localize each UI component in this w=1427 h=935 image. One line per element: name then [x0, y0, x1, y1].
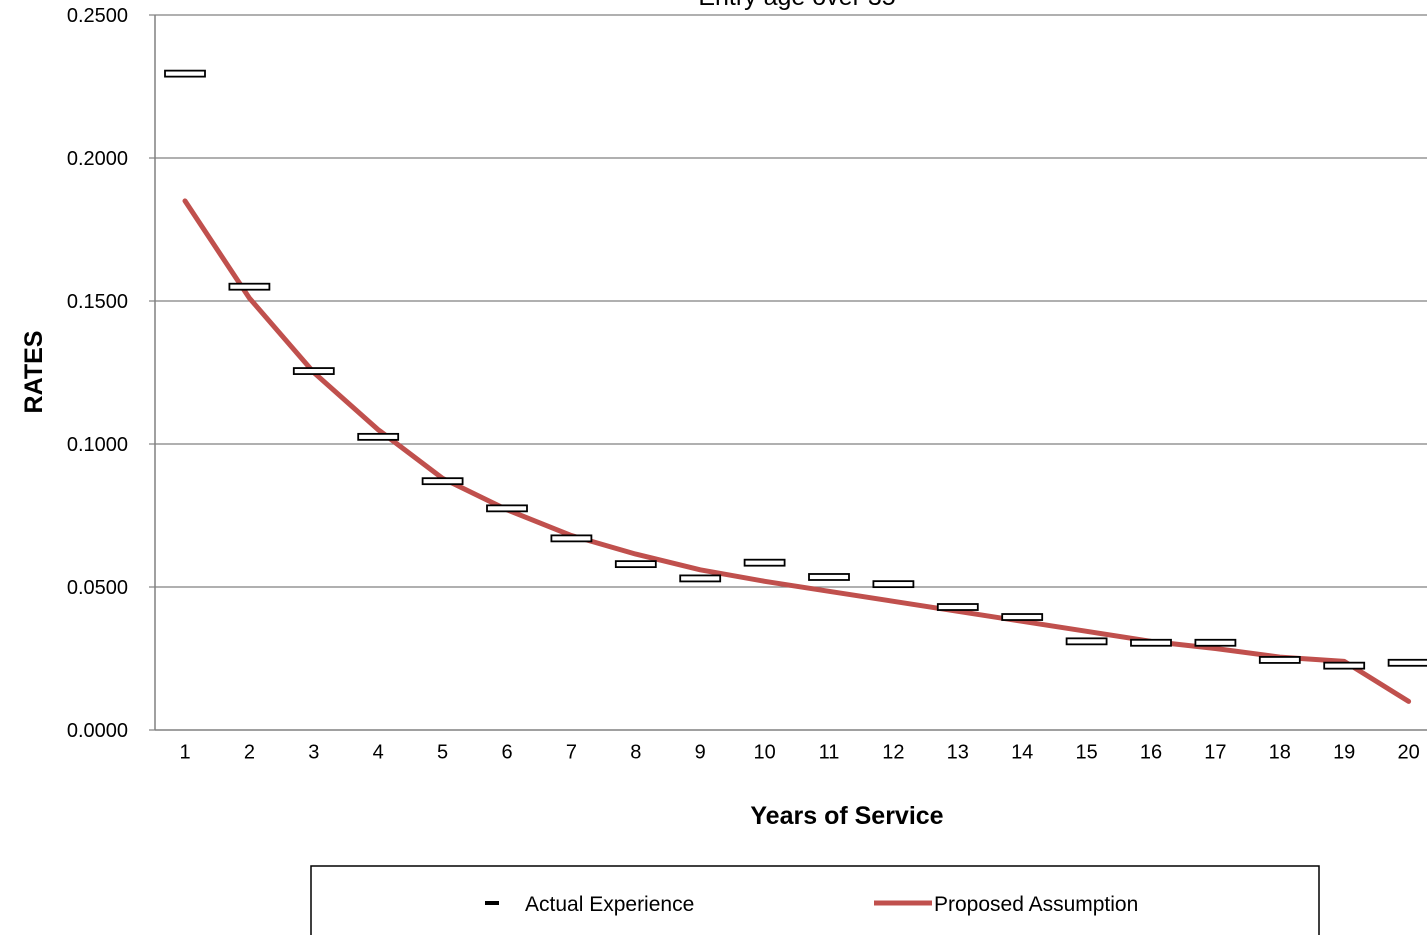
- data-point-actual-experience: [228, 282, 271, 291]
- x-tick-labels: 1 2 3 4 5 6 7 8 9 10 11 12 13 14 15 16 17 18 19 20: [179, 742, 1419, 764]
- y-tick-label: 0.2500: [67, 5, 128, 27]
- data-point-actual-experience: [743, 558, 786, 567]
- data-point-actual-experience: [1130, 638, 1172, 647]
- y-tick-label: 0.1000: [67, 434, 128, 456]
- data-point-actual-experience: [808, 573, 850, 581]
- series-line-proposed-assumption: [182, 198, 1412, 704]
- x-tick-label: 14: [1011, 742, 1033, 764]
- data-point-actual-experience: [872, 580, 915, 589]
- x-tick-label: 13: [947, 742, 969, 764]
- data-point-actual-experience: [550, 534, 593, 543]
- data-point-actual-experience: [1065, 637, 1108, 646]
- x-tick-label: 9: [695, 742, 706, 764]
- legend: Actual Experience Proposed Assumption: [310, 865, 1320, 935]
- x-tick-label: 19: [1333, 742, 1355, 764]
- y-tick-label: 0.0000: [67, 720, 128, 742]
- x-tick-label: 17: [1204, 742, 1226, 764]
- x-tick-label: 7: [566, 742, 577, 764]
- x-tick-label: 12: [882, 742, 904, 764]
- data-point-actual-experience: [164, 69, 206, 78]
- x-tick-label: 15: [1075, 742, 1097, 764]
- data-point-actual-experience: [614, 560, 657, 569]
- data-point-actual-experience: [936, 603, 979, 611]
- legend-swatch-actual-experience: [485, 901, 499, 905]
- data-point-actual-experience: [1001, 613, 1044, 621]
- x-tick-label: 18: [1269, 742, 1291, 764]
- y-tick-labels: 0.0000 0.0500 0.1000 0.1500 0.2000 0.2500: [67, 5, 155, 742]
- x-tick-label: 1: [179, 742, 190, 764]
- x-tick-label: 4: [373, 742, 384, 764]
- data-point-actual-experience: [421, 477, 464, 486]
- x-tick-label: 11: [819, 742, 840, 764]
- data-point-actual-experience: [292, 367, 335, 375]
- data-point-actual-experience: [357, 432, 400, 441]
- y-axis-title: RATES: [20, 331, 48, 414]
- x-axis-title: Years of Service: [750, 802, 943, 830]
- x-tick-label: 8: [630, 742, 641, 764]
- gridlines: [155, 14, 1427, 588]
- legend-box: [310, 865, 1320, 935]
- series-layer: [164, 69, 1427, 704]
- legend-label-actual-experience: Actual Experience: [525, 893, 694, 916]
- legend-label-proposed-assumption: Proposed Assumption: [934, 893, 1138, 916]
- y-tick-label: 0.0500: [67, 577, 128, 599]
- x-tick-label: 2: [244, 742, 255, 764]
- y-tick-label: 0.1500: [67, 291, 128, 313]
- y-tick-label: 0.2000: [67, 148, 128, 170]
- x-tick-label: 6: [501, 742, 512, 764]
- data-point-actual-experience: [1194, 638, 1237, 647]
- data-point-actual-experience: [679, 574, 722, 583]
- data-point-actual-experience: [1323, 661, 1366, 670]
- x-tick-label: 20: [1397, 742, 1419, 764]
- x-tick-label: 5: [437, 742, 448, 764]
- chart-title: Entry age over 35: [698, 0, 895, 11]
- data-point-actual-experience: [486, 504, 528, 513]
- x-tick-label: 10: [753, 742, 775, 764]
- data-point-actual-experience: [1258, 656, 1301, 664]
- x-tick-label: 16: [1140, 742, 1162, 764]
- data-point-actual-experience: [1387, 658, 1427, 667]
- x-tick-label: 3: [308, 742, 319, 764]
